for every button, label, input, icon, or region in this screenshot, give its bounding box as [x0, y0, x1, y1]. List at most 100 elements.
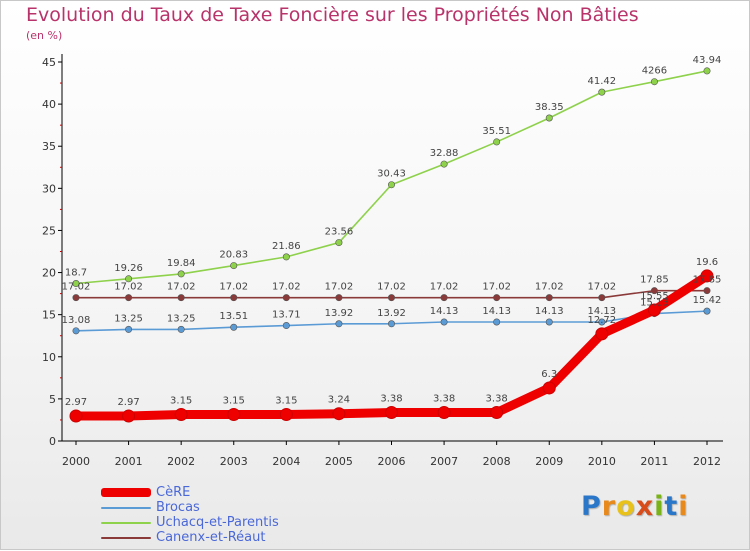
data-point	[387, 294, 395, 302]
x-tick-label: 2004	[272, 455, 300, 468]
data-label: 17.02	[430, 282, 459, 293]
data-label: 6.3	[541, 369, 557, 380]
logo-letter: i	[678, 491, 689, 522]
y-tick-label: 35	[42, 140, 56, 153]
x-tick-label: 2012	[693, 455, 721, 468]
legend-swatch	[101, 536, 151, 539]
x-tick-label: 2005	[325, 455, 353, 468]
data-point	[545, 114, 553, 122]
legend-swatch	[101, 521, 151, 524]
data-label: 17.02	[167, 282, 196, 293]
data-label: 3.24	[328, 395, 350, 406]
data-point	[700, 269, 714, 283]
data-point	[545, 318, 553, 326]
data-label: 35.51	[482, 126, 511, 137]
logo-letter: x	[635, 491, 655, 522]
data-point	[230, 262, 238, 270]
axes: 0 5 10 15 20 25 30 35 40 45 2000 2001 2002 2003 2004 20…	[42, 54, 723, 468]
legend-item: CèRE	[101, 485, 279, 500]
data-label: 17.02	[219, 282, 248, 293]
data-point	[282, 253, 290, 261]
data-point	[493, 138, 501, 146]
legend: CèRE Brocas Uchacq-et-Parentis Canenx-et-Ré…	[101, 485, 279, 545]
x-tick-label: 2008	[483, 455, 511, 468]
data-point	[227, 407, 241, 421]
data-label: 3.38	[433, 394, 455, 405]
x-tick-label: 2001	[115, 455, 143, 468]
data-point	[440, 294, 448, 302]
data-point	[542, 381, 556, 395]
data-point	[490, 406, 504, 420]
data-label: 13.25	[114, 313, 143, 324]
data-label: 21.86	[272, 241, 301, 252]
y-tick-label: 10	[42, 351, 56, 364]
legend-label: Uchacq-et-Parentis	[156, 515, 279, 530]
data-label: 41.42	[588, 76, 617, 87]
x-tick-label: 2006	[378, 455, 406, 468]
data-point	[703, 307, 711, 315]
data-point	[437, 406, 451, 420]
data-label: 32.88	[430, 148, 459, 159]
legend-item: Uchacq-et-Parentis	[101, 515, 279, 530]
y-tick-label: 30	[42, 182, 56, 195]
proxiti-logo: Proxiti	[581, 491, 689, 522]
logo-letter: o	[616, 491, 636, 522]
data-point	[125, 275, 133, 283]
data-point	[177, 325, 185, 333]
data-point	[177, 270, 185, 278]
data-label: 19.6	[696, 257, 718, 268]
data-label: 43.94	[693, 55, 722, 66]
data-label: 14.13	[482, 306, 511, 317]
data-point	[282, 322, 290, 330]
logo-letter: P	[581, 491, 602, 522]
data-label: 14.13	[535, 306, 564, 317]
data-point	[440, 160, 448, 168]
x-tick-label: 2003	[220, 455, 248, 468]
x-tick-label: 2007	[430, 455, 458, 468]
data-label: 3.15	[170, 395, 192, 406]
data-label: 3.38	[486, 394, 508, 405]
legend-swatch	[101, 488, 151, 497]
data-label: 14.13	[588, 306, 617, 317]
data-point	[69, 409, 83, 423]
data-label: 17.02	[114, 282, 143, 293]
data-label: 4266	[642, 66, 667, 77]
data-label: 17.85	[640, 275, 669, 286]
y-axis-unit: (en %)	[26, 29, 63, 42]
data-point	[598, 294, 606, 302]
data-point	[335, 320, 343, 328]
data-point	[545, 294, 553, 302]
data-point	[282, 294, 290, 302]
data-label: 15.13	[640, 298, 669, 309]
logo-letter: i	[654, 491, 665, 522]
data-point	[335, 294, 343, 302]
y-tick-label: 15	[42, 309, 56, 322]
data-point	[125, 325, 133, 333]
data-point	[598, 88, 606, 96]
data-point	[595, 327, 609, 341]
data-label: 23.56	[325, 227, 354, 238]
data-label: 15.42	[693, 295, 722, 306]
data-label: 19.84	[167, 258, 196, 269]
data-point	[72, 294, 80, 302]
data-label: 20.83	[219, 250, 248, 261]
logo-letter: r	[601, 491, 617, 522]
data-point	[387, 181, 395, 189]
data-label: 17.02	[535, 282, 564, 293]
data-point	[174, 407, 188, 421]
data-label: 13.92	[325, 308, 354, 319]
data-point	[72, 280, 80, 288]
y-tick-label: 40	[42, 98, 56, 111]
data-label: 17.02	[325, 282, 354, 293]
x-tick-label: 2009	[535, 455, 563, 468]
x-tick-label: 2011	[640, 455, 668, 468]
data-point	[650, 78, 658, 86]
data-point	[332, 407, 346, 421]
data-label: 13.51	[219, 311, 248, 322]
data-label: 17.85	[693, 275, 722, 286]
x-tick-label: 2002	[167, 455, 195, 468]
data-label: 17.02	[272, 282, 301, 293]
legend-swatch	[101, 506, 151, 509]
